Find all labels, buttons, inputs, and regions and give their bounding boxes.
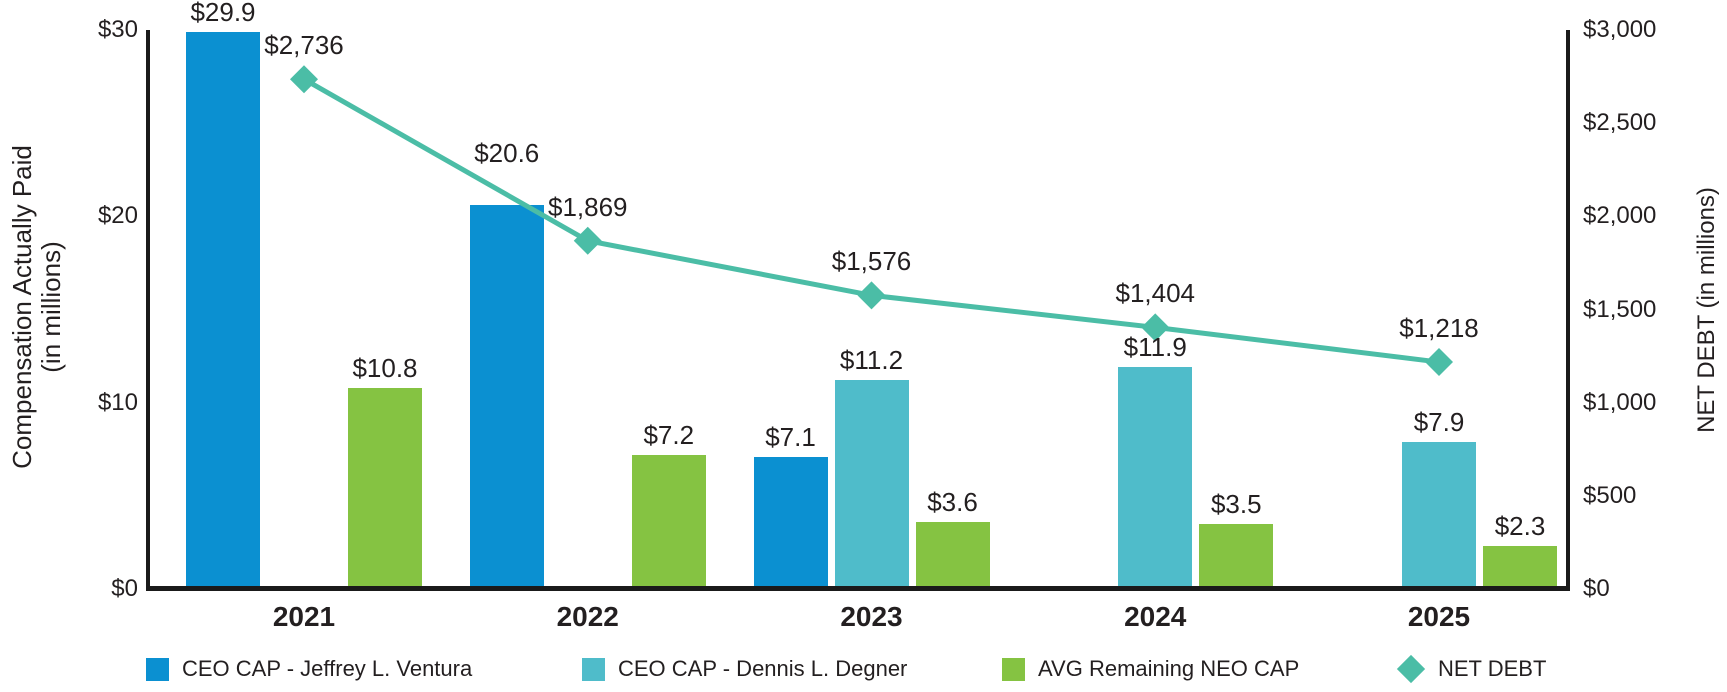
legend-item-ceo-cap-ventura: CEO CAP - Jeffrey L. Ventura bbox=[146, 656, 472, 682]
bar-avg-remaining-neo-cap-2022 bbox=[631, 454, 706, 589]
legend-diamond-net-debt bbox=[1396, 654, 1426, 684]
right-axis-tick: $2,000 bbox=[1583, 202, 1657, 230]
right-axis-tick: $500 bbox=[1583, 481, 1637, 509]
right-axis-tick: $0 bbox=[1583, 575, 1610, 602]
legend-label-ventura: CEO CAP - Jeffrey L. Ventura bbox=[182, 656, 473, 681]
bar-value-label-ceo-cap-dennis-l-degner-2024: $11.9 bbox=[1123, 332, 1187, 363]
right-axis-line bbox=[1566, 30, 1570, 591]
net-debt-value-label-2022: $1,869 bbox=[547, 191, 628, 222]
diamond-marker-icon-2022 bbox=[573, 226, 602, 255]
bar-value-label-ceo-cap-jeffrey-l-ventura-2023: $7.1 bbox=[765, 421, 816, 452]
right-axis-tick: $1,000 bbox=[1583, 388, 1657, 416]
bar-value-label-avg-remaining-neo-cap-2021: $10.8 bbox=[352, 352, 418, 383]
right-axis-tick: $2,500 bbox=[1583, 109, 1657, 137]
legend-swatch-degner bbox=[582, 657, 605, 681]
left-axis-line bbox=[146, 30, 150, 591]
bar-ceo-cap-dennis-l-degner-2025 bbox=[1402, 441, 1476, 589]
legend-label-neo: AVG Remaining NEO CAP bbox=[1038, 656, 1300, 681]
left-axis-tick: $30 bbox=[97, 16, 138, 43]
bar-value-label-avg-remaining-neo-cap-2025: $2.3 bbox=[1494, 511, 1546, 542]
legend-swatch-ventura bbox=[146, 657, 169, 681]
bar-ceo-cap-dennis-l-degner-2023 bbox=[834, 380, 909, 589]
net-debt-value-label-2023: $1,576 bbox=[831, 246, 912, 277]
x-axis-label-2022: 2022 bbox=[556, 601, 619, 632]
bar-value-label-avg-remaining-neo-cap-2024: $3.5 bbox=[1210, 488, 1262, 519]
bar-ceo-cap-jeffrey-l-ventura-2022 bbox=[469, 205, 544, 589]
legend-label-degner: CEO CAP - Dennis L. Degner bbox=[618, 656, 908, 681]
legend-swatch-neo bbox=[1002, 657, 1025, 681]
bar-value-label-ceo-cap-jeffrey-l-ventura-2022: $20.6 bbox=[474, 138, 540, 169]
bar-value-label-ceo-cap-jeffrey-l-ventura-2021: $29.9 bbox=[190, 0, 256, 27]
diamond-marker-icon-2025 bbox=[1425, 348, 1453, 377]
x-axis-label-2023: 2023 bbox=[840, 601, 903, 632]
bar-ceo-cap-jeffrey-l-ventura-2023 bbox=[753, 456, 828, 589]
x-axis-label-2024: 2024 bbox=[1124, 601, 1187, 632]
bar-value-label-ceo-cap-dennis-l-degner-2023: $11.2 bbox=[839, 345, 904, 376]
net-debt-value-label-2025: $1,218 bbox=[1399, 313, 1479, 344]
bar-avg-remaining-neo-cap-2023 bbox=[915, 521, 990, 589]
x-axis-label-2025: 2025 bbox=[1407, 601, 1471, 632]
diamond-marker-icon bbox=[1396, 654, 1426, 684]
bar-ceo-cap-jeffrey-l-ventura-2021 bbox=[186, 31, 260, 589]
bar-value-label-ceo-cap-dennis-l-degner-2025: $7.9 bbox=[1413, 406, 1465, 437]
bar-avg-remaining-neo-cap-2025 bbox=[1483, 546, 1557, 589]
right-axis-tick: $1,500 bbox=[1583, 295, 1657, 323]
plot-area: $29.9 $20.6 $7.1 $11.2 $11.9 $7.9 $10.8 $7.2 $3.… bbox=[150, 0, 1568, 589]
left-axis-title: Compensation Actually Paid (in millions) bbox=[7, 145, 66, 469]
diamond-marker-icon-2023 bbox=[857, 281, 886, 310]
x-axis-line bbox=[146, 586, 1570, 591]
bar-value-label-avg-remaining-neo-cap-2022: $7.2 bbox=[643, 419, 695, 450]
left-axis-title-line1: Compensation Actually Paid bbox=[7, 145, 37, 469]
legend-item-avg-neo-cap: AVG Remaining NEO CAP bbox=[1002, 656, 1299, 682]
legend-item-ceo-cap-degner: CEO CAP - Dennis L. Degner bbox=[582, 656, 907, 682]
net-debt-value-label-2024: $1,404 bbox=[1115, 278, 1196, 309]
right-axis-tick: $3,000 bbox=[1583, 16, 1657, 43]
diamond-marker-icon-2021 bbox=[290, 65, 318, 94]
net-debt-value-label-2021: $2,736 bbox=[264, 30, 344, 61]
bar-value-label-avg-remaining-neo-cap-2023: $3.6 bbox=[927, 486, 978, 517]
bar-avg-remaining-neo-cap-2024 bbox=[1199, 523, 1274, 589]
x-axis-label-2021: 2021 bbox=[272, 601, 336, 632]
left-axis-tick: $10 bbox=[97, 388, 138, 416]
bar-avg-remaining-neo-cap-2021 bbox=[348, 387, 422, 589]
left-axis-tick: $0 bbox=[111, 575, 138, 602]
bar-ceo-cap-dennis-l-degner-2024 bbox=[1118, 367, 1193, 589]
left-axis-tick: $20 bbox=[97, 202, 138, 230]
legend-item-net-debt: NET DEBT bbox=[1396, 654, 1547, 684]
legend-label-net-debt: NET DEBT bbox=[1438, 656, 1547, 681]
left-axis-title-line2: (in millions) bbox=[36, 241, 66, 373]
